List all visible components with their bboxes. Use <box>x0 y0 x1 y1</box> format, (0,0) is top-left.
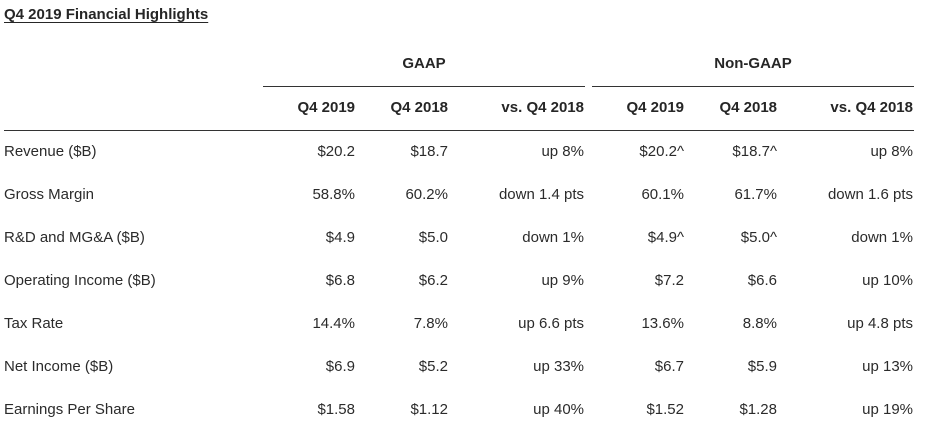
cell-gaap-change: up 6.6 pts <box>518 315 584 332</box>
cell-gaap-change: down 1.4 pts <box>498 186 584 203</box>
cell-non-gaap-change: up 8% <box>870 143 913 160</box>
table-row-tax-rate: Tax Rate 14.4% 7.8% up 6.6 pts 13.6% 8.8… <box>0 315 929 339</box>
cell-non-gaap-change: up 10% <box>862 272 913 289</box>
cell-gaap-q4-2018: 7.8% <box>413 315 448 332</box>
column-header-gaap-q4-2018: Q4 2018 <box>390 99 448 116</box>
cell-gaap-q4-2018: 60.2% <box>405 186 448 203</box>
table-row-gross-margin: Gross Margin 58.8% 60.2% down 1.4 pts 60… <box>0 186 929 210</box>
table-row-eps: Earnings Per Share $1.58 $1.12 up 40% $1… <box>0 401 929 425</box>
cell-non-gaap-change: up 4.8 pts <box>847 315 913 332</box>
cell-gaap-q4-2019: 14.4% <box>312 315 355 332</box>
cell-gaap-q4-2018: $18.7 <box>410 143 448 160</box>
cell-non-gaap-q4-2018: $18.7^ <box>732 143 777 160</box>
cell-non-gaap-q4-2018: $5.9 <box>747 358 777 375</box>
table-row-net-income: Net Income ($B) $6.9 $5.2 up 33% $6.7 $5… <box>0 358 929 382</box>
column-header-gaap-q4-2019: Q4 2019 <box>297 99 355 116</box>
cell-non-gaap-q4-2018: $5.0^ <box>740 229 777 246</box>
gaap-divider <box>263 86 585 87</box>
cell-non-gaap-q4-2019: $20.2^ <box>639 143 684 160</box>
cell-gaap-q4-2018: $5.0 <box>418 229 448 246</box>
table-row-revenue: Revenue ($B) $20.2 $18.7 up 8% $20.2^ $1… <box>0 143 929 167</box>
row-label: Tax Rate <box>4 315 64 332</box>
cell-non-gaap-q4-2018: $6.6 <box>747 272 777 289</box>
cell-non-gaap-q4-2018: 8.8% <box>742 315 777 332</box>
cell-non-gaap-change: up 19% <box>862 401 913 418</box>
header-divider <box>4 130 914 131</box>
cell-gaap-q4-2018: $1.12 <box>410 401 448 418</box>
column-header-non-gaap-q4-2018: Q4 2018 <box>719 99 777 116</box>
cell-non-gaap-q4-2019: $4.9^ <box>647 229 684 246</box>
non-gaap-group-header: Non-GAAP <box>714 55 792 72</box>
cell-non-gaap-change: down 1% <box>851 229 913 246</box>
cell-gaap-q4-2019: $6.9 <box>325 358 355 375</box>
cell-gaap-q4-2019: $20.2 <box>317 143 355 160</box>
row-label: Gross Margin <box>4 186 95 203</box>
gaap-group-header: GAAP <box>402 55 446 72</box>
cell-non-gaap-q4-2018: $1.28 <box>739 401 777 418</box>
cell-non-gaap-q4-2019: 13.6% <box>641 315 684 332</box>
cell-gaap-change: up 40% <box>533 401 584 418</box>
cell-gaap-q4-2019: $6.8 <box>325 272 355 289</box>
cell-non-gaap-q4-2019: $7.2 <box>654 272 684 289</box>
cell-gaap-q4-2018: $6.2 <box>418 272 448 289</box>
page-title: Q4 2019 Financial Highlights <box>4 6 209 23</box>
row-label: Revenue ($B) <box>4 143 97 160</box>
cell-gaap-change: up 9% <box>541 272 584 289</box>
row-label: Earnings Per Share <box>4 401 135 418</box>
table-row-operating-income: Operating Income ($B) $6.8 $6.2 up 9% $7… <box>0 272 929 296</box>
cell-gaap-change: down 1% <box>522 229 584 246</box>
row-label: R&D and MG&A ($B) <box>4 229 145 246</box>
row-label: Operating Income ($B) <box>4 272 156 289</box>
row-label: Net Income ($B) <box>4 358 114 375</box>
cell-gaap-q4-2019: $1.58 <box>317 401 355 418</box>
column-header-non-gaap-vs-q4-2018: vs. Q4 2018 <box>830 99 913 116</box>
non-gaap-divider <box>592 86 914 87</box>
column-header-gaap-vs-q4-2018: vs. Q4 2018 <box>501 99 584 116</box>
table-row-rd-mga: R&D and MG&A ($B) $4.9 $5.0 down 1% $4.9… <box>0 229 929 253</box>
cell-gaap-q4-2019: 58.8% <box>312 186 355 203</box>
cell-non-gaap-q4-2019: $1.52 <box>646 401 684 418</box>
column-header-non-gaap-q4-2019: Q4 2019 <box>626 99 684 116</box>
cell-non-gaap-change: down 1.6 pts <box>827 186 913 203</box>
cell-non-gaap-q4-2019: 60.1% <box>641 186 684 203</box>
cell-gaap-q4-2019: $4.9 <box>325 229 355 246</box>
cell-non-gaap-q4-2019: $6.7 <box>654 358 684 375</box>
cell-non-gaap-q4-2018: 61.7% <box>734 186 777 203</box>
cell-gaap-q4-2018: $5.2 <box>418 358 448 375</box>
cell-gaap-change: up 33% <box>533 358 584 375</box>
cell-non-gaap-change: up 13% <box>862 358 913 375</box>
cell-gaap-change: up 8% <box>541 143 584 160</box>
